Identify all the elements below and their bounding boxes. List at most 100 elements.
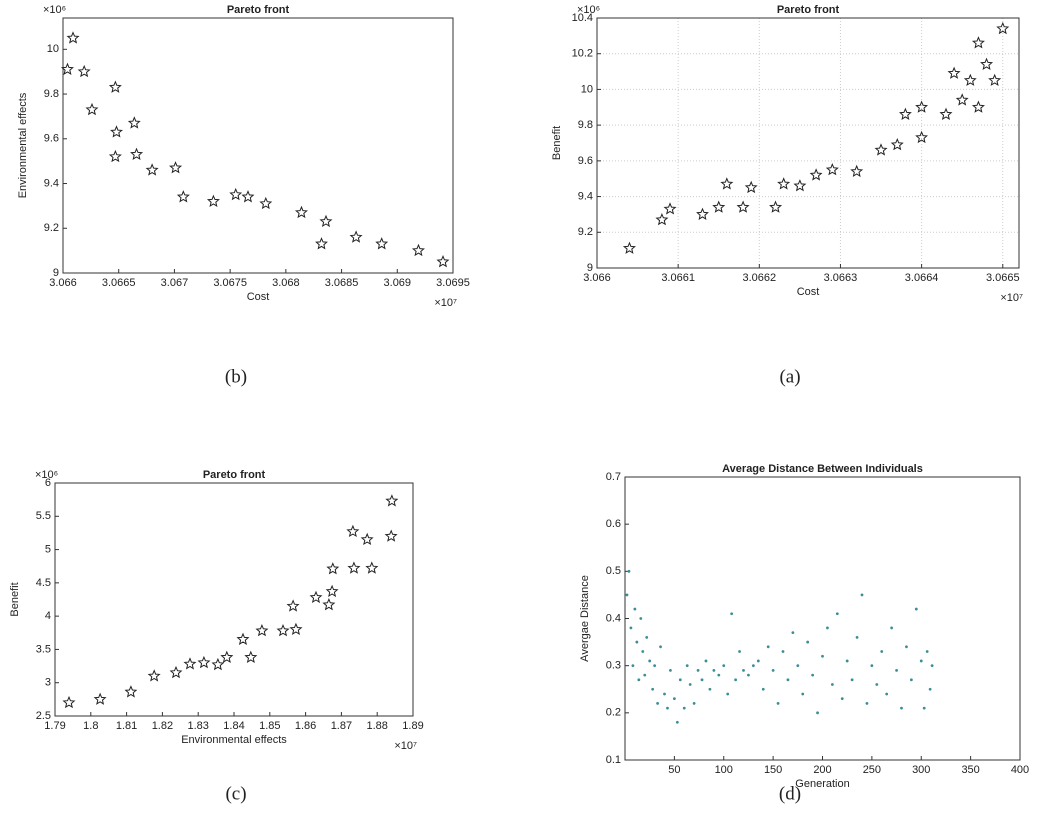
star-point bbox=[229, 187, 243, 201]
x-tick-label: 1.81 bbox=[116, 720, 137, 732]
dot-point bbox=[734, 678, 737, 682]
dot-point bbox=[704, 659, 708, 663]
dot-point bbox=[865, 702, 869, 705]
star-point bbox=[236, 632, 250, 645]
star-point bbox=[244, 650, 258, 663]
dot-point bbox=[826, 626, 829, 630]
y-multiplier: ×10⁶ bbox=[35, 469, 58, 481]
y-tick-label: 3.5 bbox=[36, 643, 51, 655]
x-tick-label: 1.8 bbox=[83, 720, 98, 732]
dot-point bbox=[666, 706, 669, 710]
star-point bbox=[127, 116, 141, 129]
star-point bbox=[325, 584, 339, 598]
chart-title: Average Distance Between Individuals bbox=[722, 463, 923, 475]
x-tick-label: 3.0664 bbox=[905, 272, 939, 284]
plot-frame bbox=[596, 17, 1020, 269]
star-point bbox=[365, 561, 379, 574]
star-point bbox=[720, 177, 734, 190]
x-tick-label: 3.0665 bbox=[986, 272, 1020, 284]
x-tick-label: 3.067 bbox=[161, 277, 189, 289]
y-axis-label: Avergae Distance bbox=[579, 575, 591, 662]
y-tick-label: 9 bbox=[587, 262, 593, 274]
star-point bbox=[915, 130, 929, 144]
x-tick-label: 3.0665 bbox=[102, 277, 136, 289]
dot-point bbox=[696, 668, 700, 672]
y-tick-label: 9.8 bbox=[578, 119, 593, 131]
x-tick-label: 300 bbox=[912, 764, 930, 776]
y-tick-label: 9.2 bbox=[44, 222, 59, 234]
star-point bbox=[108, 80, 122, 93]
caption: (c) bbox=[225, 783, 246, 804]
x-tick-label: 250 bbox=[863, 764, 881, 776]
x-tick-label: 3.069 bbox=[384, 277, 412, 289]
star-point bbox=[62, 695, 76, 709]
x-tick-label: 400 bbox=[1011, 764, 1029, 776]
dot-point bbox=[627, 569, 631, 573]
dot-point bbox=[801, 692, 805, 696]
star-point bbox=[988, 73, 1002, 86]
star-point bbox=[915, 100, 929, 113]
dot-point bbox=[722, 664, 726, 668]
chart-title: Pareto front bbox=[227, 4, 290, 16]
y-tick-label: 6 bbox=[45, 477, 51, 489]
dot-point bbox=[791, 631, 795, 635]
dot-point bbox=[870, 664, 874, 668]
y-tick-label: 0.1 bbox=[606, 754, 621, 766]
y-tick-label: 10.2 bbox=[572, 48, 593, 60]
star-point bbox=[384, 529, 398, 542]
star-point bbox=[874, 143, 888, 156]
star-point bbox=[85, 102, 99, 116]
x-tick-label: 3.066 bbox=[49, 277, 77, 289]
dot-point bbox=[639, 617, 643, 620]
star-point bbox=[286, 599, 300, 612]
star-point bbox=[360, 532, 374, 546]
x-tick-label: 3.0663 bbox=[824, 272, 858, 284]
y-tick-label: 2.5 bbox=[36, 710, 51, 722]
star-point bbox=[124, 685, 138, 698]
y-tick-label: 9.4 bbox=[578, 190, 593, 202]
dot-point bbox=[631, 664, 635, 668]
dot-point bbox=[625, 593, 629, 597]
x-tick-label: 350 bbox=[961, 764, 979, 776]
x-multiplier: ×10⁷ bbox=[434, 297, 457, 309]
dot-point bbox=[900, 706, 903, 710]
star-point bbox=[211, 657, 225, 671]
dot-point bbox=[659, 645, 662, 649]
dot-point bbox=[675, 720, 679, 724]
star-point bbox=[176, 190, 190, 203]
x-tick-label: 3.0662 bbox=[742, 272, 776, 284]
y-tick-label: 0.5 bbox=[606, 565, 621, 577]
dot-point bbox=[776, 702, 780, 705]
star-point bbox=[436, 254, 450, 268]
dot-point bbox=[875, 683, 879, 686]
star-point bbox=[197, 655, 211, 669]
star-point bbox=[971, 100, 985, 113]
x-axis-label: Cost bbox=[797, 286, 820, 298]
star-point bbox=[346, 524, 360, 538]
dot-point bbox=[925, 650, 929, 653]
dot-point bbox=[880, 650, 884, 653]
star-point bbox=[315, 237, 328, 250]
x-axis-label: Generation bbox=[795, 778, 849, 790]
dot-point bbox=[641, 650, 645, 653]
star-point bbox=[206, 194, 220, 207]
y-tick-label: 9.2 bbox=[578, 226, 593, 238]
x-tick-label: 1.85 bbox=[259, 720, 280, 732]
star-point bbox=[326, 562, 340, 575]
star-point bbox=[963, 73, 977, 86]
dot-point bbox=[761, 687, 765, 691]
star-point bbox=[77, 64, 91, 78]
y-tick-label: 5 bbox=[45, 543, 51, 555]
dot-point bbox=[806, 640, 810, 644]
star-point bbox=[183, 657, 197, 670]
dot-point bbox=[656, 702, 659, 705]
y-tick-label: 9.4 bbox=[44, 177, 59, 189]
dot-point bbox=[781, 650, 785, 653]
x-axis-label: Cost bbox=[247, 291, 270, 303]
dot-point bbox=[816, 711, 819, 715]
star-point bbox=[349, 230, 363, 243]
y-tick-label: 0.7 bbox=[606, 471, 621, 483]
dot-point bbox=[890, 626, 894, 630]
dot-point bbox=[821, 654, 824, 658]
